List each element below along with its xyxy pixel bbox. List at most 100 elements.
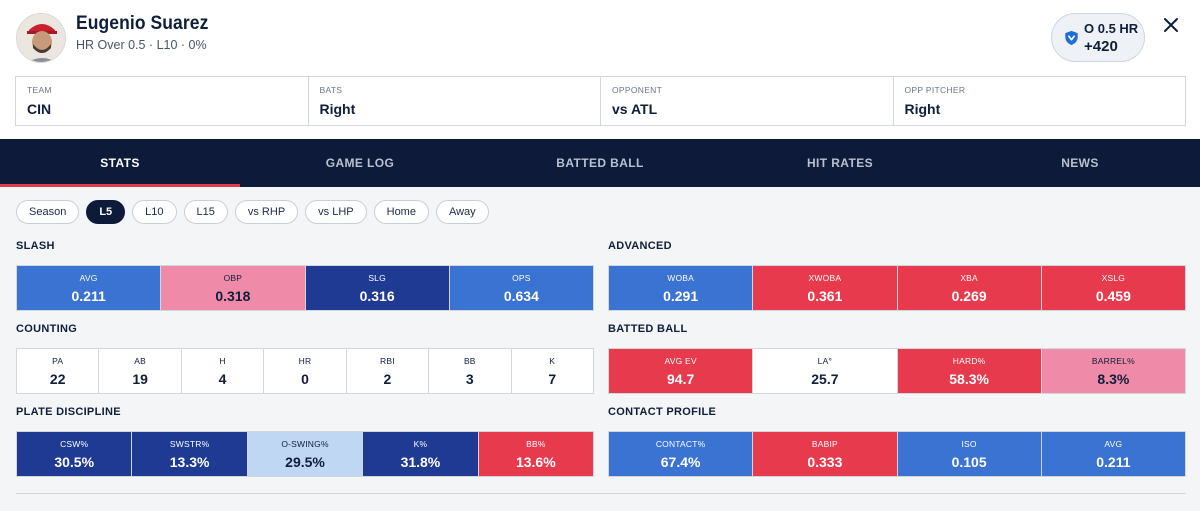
filter-l15[interactable]: L15 — [183, 200, 228, 224]
stat-value: 0.291 — [663, 288, 699, 304]
stat-label: WOBA — [667, 273, 695, 283]
stat-label: HARD% — [952, 356, 986, 366]
stat-value: 0.361 — [807, 288, 843, 304]
stat-label: OPS — [512, 273, 531, 283]
stat-value: 29.5% — [285, 454, 325, 470]
stat-label: LA° — [817, 356, 833, 366]
stat-label: CONTACT% — [655, 439, 706, 449]
stat-cell: PA 22 — [17, 349, 100, 393]
stat-cell: HR 0 — [264, 349, 347, 393]
filter-away[interactable]: Away — [435, 200, 489, 224]
tab-stats[interactable]: STATS — [0, 139, 240, 187]
stat-value: 0.211 — [1096, 454, 1131, 470]
stats-panel: Season L5 L10 L15 vs RHP vs LHP Home Awa… — [0, 187, 1200, 511]
tab-news[interactable]: NEWS — [1061, 156, 1099, 170]
stat-cell: LA° 25.7 — [753, 349, 898, 393]
stat-cell: WOBA 0.291 — [609, 266, 754, 310]
stat-label: BB — [463, 356, 476, 366]
stat-cell: BARREL% 8.3% — [1041, 349, 1185, 393]
section-plate-discipline: PLATE DISCIPLINE CSW% 30.5% SWSTR% 13.3% O-S… — [16, 406, 594, 477]
stat-cell: CSW% 30.5% — [17, 432, 133, 476]
stat-label: O-SWING% — [281, 439, 329, 449]
filter-home[interactable]: Home — [373, 200, 429, 224]
stat-cell: O-SWING% 29.5% — [247, 432, 364, 476]
stat-row: WOBA 0.291 XWOBA 0.361 XBA 0.269 XSLG 0.459 — [608, 265, 1186, 311]
stat-value: 58.3% — [949, 371, 989, 387]
bet-slip-button[interactable]: O 0.5 HR +420 — [1051, 13, 1145, 62]
stat-value: 0.634 — [503, 288, 539, 304]
tab-hit-rates[interactable]: HIT RATES — [806, 156, 874, 170]
stat-cell: OBP 0.318 — [161, 266, 306, 310]
section-batted-ball: BATTED BALL AVG EV 94.7 LA° 25.7 HARD% 58.3% B… — [608, 323, 1186, 394]
player-subtitle: HR Over 0.5 · L10 · 0% — [76, 38, 207, 52]
stat-cell: RBI 2 — [346, 349, 430, 393]
stat-label: AB — [134, 356, 146, 366]
stat-value: 31.8% — [400, 454, 441, 470]
tab-batted-ball[interactable]: BATTED BALL — [556, 156, 644, 170]
info-label: OPP PITCHER — [904, 85, 966, 95]
filter-season[interactable]: Season — [16, 200, 80, 224]
divider — [16, 493, 1186, 494]
stat-label: K — [549, 356, 556, 366]
stat-label: SLG — [368, 273, 386, 283]
section-title: BATTED BALL — [608, 323, 688, 335]
info-bats: BATS Right — [309, 77, 601, 125]
stat-value: 19 — [132, 371, 148, 387]
player-name: Eugenio Suarez — [76, 13, 209, 34]
filter-vs-rhp[interactable]: vs RHP — [234, 200, 299, 224]
stat-row: PA 22 AB 19 H 4 HR 0 RBI 2 BB 3 K 7 — [16, 348, 594, 394]
stat-value: 0.211 — [71, 288, 106, 304]
stat-value: 0.333 — [807, 454, 843, 470]
section-title: SLASH — [16, 240, 55, 252]
info-value: Right — [319, 101, 356, 117]
filter-vs-lhp[interactable]: vs LHP — [305, 200, 367, 224]
stat-value: 0.269 — [951, 288, 987, 304]
stat-label: BABIP — [811, 439, 838, 449]
bet-odds: +420 — [1084, 38, 1118, 55]
stat-label: ISO — [961, 439, 977, 449]
stat-label: XBA — [960, 273, 978, 283]
stat-label: XWOBA — [808, 273, 842, 283]
info-label: TEAM — [27, 85, 52, 95]
stat-value: 0.318 — [215, 288, 251, 304]
tab-bar: STATS GAME LOG BATTED BALL HIT RATES NEW… — [0, 139, 1200, 187]
stat-row: CSW% 30.5% SWSTR% 13.3% O-SWING% 29.5% K% 31.8%… — [16, 431, 594, 477]
stat-cell: ISO 0.105 — [897, 432, 1042, 476]
stat-value: 0.459 — [1095, 288, 1131, 304]
player-avatar — [16, 13, 66, 63]
stat-cell: BB 3 — [429, 349, 512, 393]
stat-value: 0 — [301, 371, 309, 387]
section-title: ADVANCED — [608, 240, 672, 252]
player-header: Eugenio Suarez HR Over 0.5 · L10 · 0% O … — [0, 0, 1200, 76]
stat-value: 4 — [218, 371, 227, 387]
close-icon[interactable] — [1160, 14, 1182, 36]
stat-cell: BABIP 0.333 — [753, 432, 898, 476]
stat-label: H — [219, 356, 226, 366]
stat-label: AVG — [1104, 439, 1123, 449]
stat-value: 67.4% — [660, 454, 701, 470]
filter-l5[interactable]: L5 — [86, 200, 126, 224]
stat-cell: AVG 0.211 — [1041, 432, 1185, 476]
stat-label: SWSTR% — [169, 439, 210, 449]
stat-value: 13.6% — [515, 454, 556, 470]
stat-value: 3 — [465, 371, 474, 387]
info-label: BATS — [319, 85, 343, 95]
player-info-grid: TEAM CIN BATS Right OPPONENT vs ATL OPP … — [15, 76, 1186, 126]
stat-cell: OPS 0.634 — [449, 266, 593, 310]
stat-value: 8.3% — [1097, 371, 1130, 387]
stat-value: 22 — [49, 371, 66, 387]
stat-value: 25.7 — [811, 371, 839, 387]
tab-game-log[interactable]: GAME LOG — [325, 156, 395, 170]
stat-value: 7 — [548, 371, 557, 387]
section-contact-profile: CONTACT PROFILE CONTACT% 67.4% BABIP 0.333 I… — [608, 406, 1186, 477]
stat-row: CONTACT% 67.4% BABIP 0.333 ISO 0.105 AVG 0.211 — [608, 431, 1186, 477]
stat-label: PA — [52, 356, 64, 366]
info-value: Right — [904, 101, 941, 117]
filter-l10[interactable]: L10 — [132, 200, 177, 224]
stat-label: XSLG — [1101, 273, 1126, 283]
stat-label: K% — [413, 439, 428, 449]
stat-label: AVG EV — [664, 356, 697, 366]
stat-cell: SWSTR% 13.3% — [132, 432, 248, 476]
stat-value: 13.3% — [169, 454, 210, 470]
